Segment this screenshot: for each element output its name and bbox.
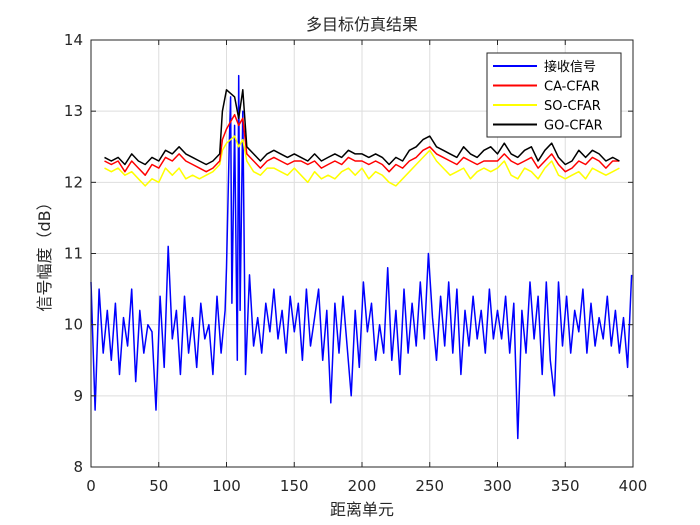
y-tick-label: 11 <box>64 245 83 263</box>
legend-label: GO-CFAR <box>544 119 603 134</box>
x-axis-label: 距离单元 <box>330 500 394 519</box>
legend: 接收信号 CA-CFAR SO-CFAR GO-CFAR <box>486 52 622 138</box>
series-line-0 <box>90 74 633 440</box>
legend-label: 接收信号 <box>544 59 596 75</box>
series-line-1 <box>104 113 620 176</box>
y-tick-label: 13 <box>64 102 83 120</box>
chart-title: 多目标仿真结果 <box>306 15 418 34</box>
tick-layer <box>90 39 634 468</box>
series-layer <box>90 74 633 440</box>
legend-label: CA-CFAR <box>544 80 600 95</box>
x-tick-label: 300 <box>483 477 512 495</box>
series-line-3 <box>104 89 620 166</box>
legend-label: SO-CFAR <box>544 99 601 114</box>
y-tick-label: 9 <box>73 387 83 405</box>
x-tick-label: 0 <box>86 477 96 495</box>
x-tick-label: 200 <box>348 477 377 495</box>
y-axis-label: 信号幅度（dB） <box>35 194 54 311</box>
y-tick-label: 8 <box>73 458 83 476</box>
y-tick-label: 10 <box>64 316 83 334</box>
x-tick-label: 100 <box>212 477 241 495</box>
x-tick-label: 150 <box>280 477 309 495</box>
x-tick-label: 50 <box>149 477 168 495</box>
x-tick-label: 400 <box>619 477 648 495</box>
y-tick-label: 12 <box>64 173 83 191</box>
y-tick-labels: 8 9 10 11 12 13 14 <box>64 31 83 476</box>
series-line-2 <box>104 135 620 187</box>
x-tick-label: 350 <box>551 477 580 495</box>
x-tick-label: 250 <box>415 477 444 495</box>
x-tick-labels: 0 50 100 150 200 250 300 350 400 <box>86 477 647 495</box>
y-tick-label: 14 <box>64 31 83 49</box>
